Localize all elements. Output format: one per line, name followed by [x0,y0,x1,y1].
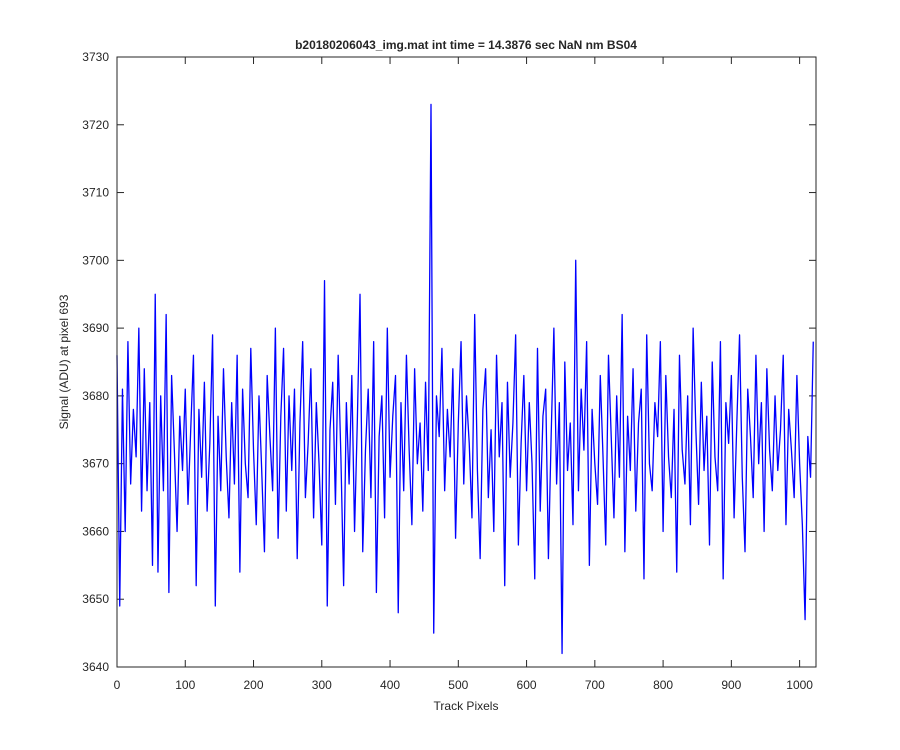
x-tick-label: 800 [653,678,673,692]
x-tick-label: 400 [380,678,400,692]
x-tick-label: 900 [721,678,741,692]
y-tick-label: 3680 [82,389,109,403]
x-tick-label: 300 [312,678,332,692]
y-tick-label: 3660 [82,524,109,538]
x-tick-label: 600 [517,678,537,692]
x-tick-label: 200 [244,678,264,692]
y-tick-label: 3720 [82,118,109,132]
data-line [116,103,814,655]
y-axis-label: Signal (ADU) at pixel 693 [57,294,71,429]
plot-frame [116,56,817,668]
y-tick-label: 3670 [82,457,109,471]
chart-title: b20180206043_img.mat int time = 14.3876 … [295,38,637,52]
x-tick-label: 100 [175,678,195,692]
x-axis-label: Track Pixels [434,699,499,713]
x-tick-label: 0 [114,678,121,692]
y-tick-label: 3710 [82,186,109,200]
y-tick-label: 3690 [82,321,109,335]
x-tick-label: 500 [448,678,468,692]
x-tick-label: 700 [585,678,605,692]
y-tick-label: 3700 [82,253,109,267]
x-tick-label: 1000 [786,678,813,692]
y-tick-label: 3650 [82,592,109,606]
y-tick-label: 3640 [82,660,109,674]
y-tick-label: 3730 [82,50,109,64]
